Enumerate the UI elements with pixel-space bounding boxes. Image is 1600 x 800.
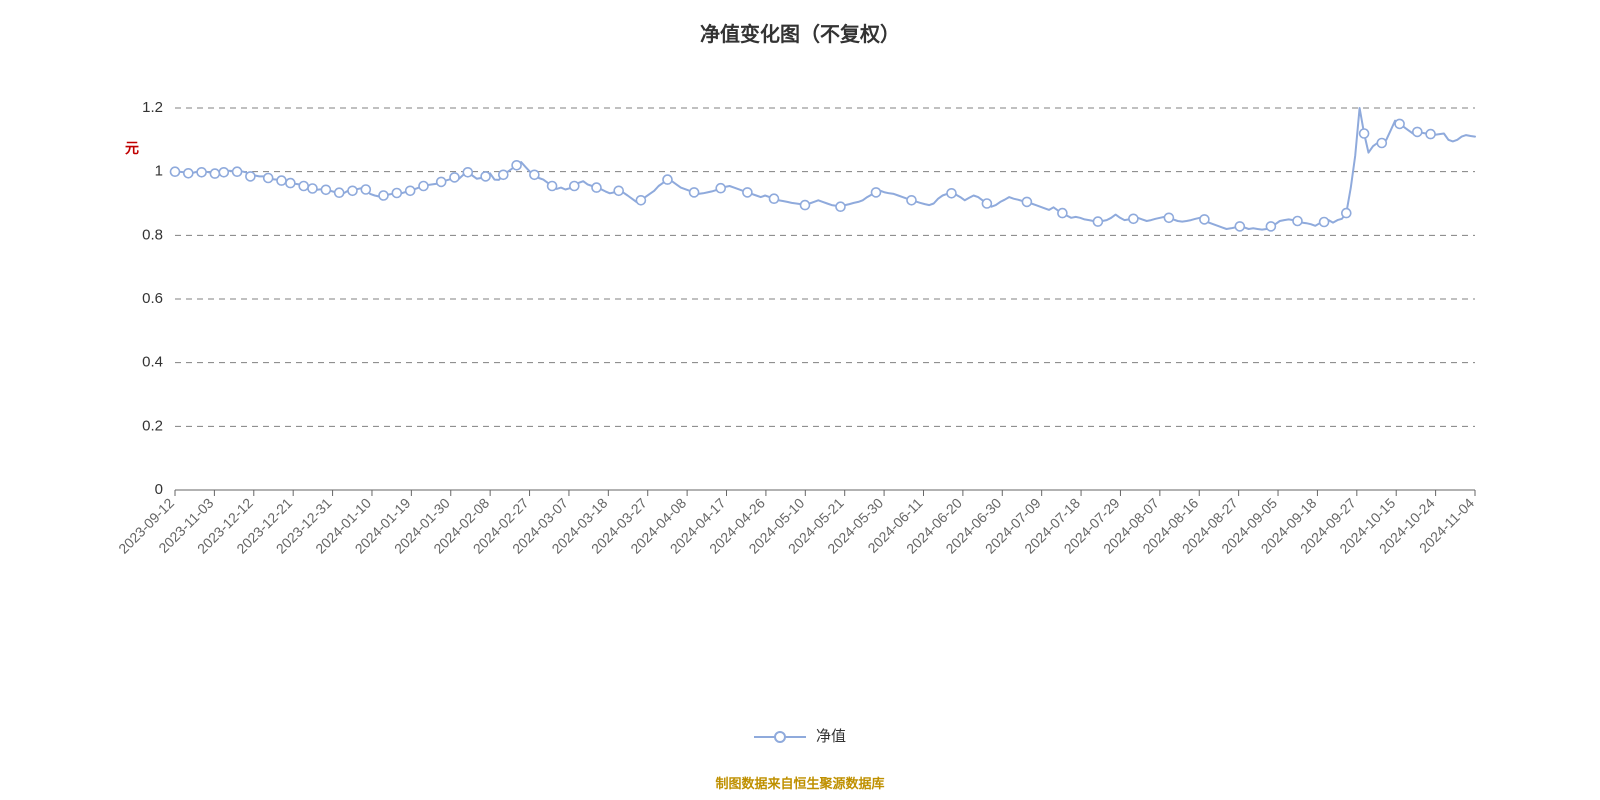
credit-line: 制图数据来自恒生聚源数据库 bbox=[0, 773, 1600, 792]
data-marker bbox=[1129, 214, 1138, 223]
data-marker bbox=[499, 170, 508, 179]
data-marker bbox=[219, 168, 228, 177]
data-marker bbox=[1342, 209, 1351, 218]
data-marker bbox=[1395, 119, 1404, 128]
data-marker bbox=[277, 176, 286, 185]
data-marker bbox=[308, 184, 317, 193]
data-marker bbox=[184, 169, 193, 178]
data-marker bbox=[636, 196, 645, 205]
data-marker bbox=[690, 188, 699, 197]
legend-label: 净值 bbox=[816, 728, 846, 745]
data-marker bbox=[348, 186, 357, 195]
data-marker bbox=[1426, 130, 1435, 139]
data-marker bbox=[614, 186, 623, 195]
data-marker bbox=[836, 202, 845, 211]
data-marker bbox=[1320, 218, 1329, 227]
data-marker bbox=[264, 174, 273, 183]
data-marker bbox=[743, 188, 752, 197]
data-marker bbox=[197, 168, 206, 177]
data-marker bbox=[512, 161, 521, 170]
nav-chart: 00.20.40.60.811.22023-09-122023-11-03202… bbox=[0, 0, 1600, 800]
data-marker bbox=[437, 177, 446, 186]
data-marker bbox=[233, 167, 242, 176]
data-marker bbox=[379, 191, 388, 200]
data-marker bbox=[361, 185, 370, 194]
data-marker bbox=[335, 188, 344, 197]
data-marker bbox=[982, 199, 991, 208]
ytick-label: 0.2 bbox=[142, 417, 163, 434]
data-marker bbox=[171, 167, 180, 176]
data-marker bbox=[1266, 222, 1275, 231]
data-marker bbox=[592, 183, 601, 192]
legend-marker bbox=[754, 730, 806, 744]
data-marker bbox=[716, 184, 725, 193]
data-marker bbox=[663, 175, 672, 184]
data-marker bbox=[286, 179, 295, 188]
legend: 净值 bbox=[0, 725, 1600, 746]
data-marker bbox=[1093, 217, 1102, 226]
data-marker bbox=[907, 196, 916, 205]
data-marker bbox=[321, 185, 330, 194]
data-marker bbox=[1360, 129, 1369, 138]
data-marker bbox=[1235, 222, 1244, 231]
data-marker bbox=[548, 182, 557, 191]
ytick-label: 0 bbox=[155, 481, 163, 498]
data-marker bbox=[1413, 127, 1422, 136]
data-marker bbox=[419, 182, 428, 191]
data-marker bbox=[801, 201, 810, 210]
ytick-label: 0.6 bbox=[142, 290, 163, 307]
data-marker bbox=[481, 172, 490, 181]
data-marker bbox=[1058, 209, 1067, 218]
nav-line bbox=[175, 108, 1475, 230]
ytick-label: 0.8 bbox=[142, 226, 163, 243]
ytick-label: 0.4 bbox=[142, 354, 163, 371]
data-marker bbox=[1293, 217, 1302, 226]
data-marker bbox=[770, 194, 779, 203]
data-marker bbox=[406, 186, 415, 195]
ytick-label: 1.2 bbox=[142, 99, 163, 116]
data-marker bbox=[246, 172, 255, 181]
data-marker bbox=[1022, 197, 1031, 206]
ytick-label: 1 bbox=[155, 163, 163, 180]
data-marker bbox=[392, 189, 401, 198]
data-marker bbox=[1377, 139, 1386, 148]
data-marker bbox=[463, 168, 472, 177]
data-marker bbox=[450, 173, 459, 182]
data-marker bbox=[210, 169, 219, 178]
data-marker bbox=[299, 182, 308, 191]
data-marker bbox=[1200, 215, 1209, 224]
data-marker bbox=[872, 188, 881, 197]
data-marker bbox=[530, 170, 539, 179]
data-marker bbox=[1164, 213, 1173, 222]
data-marker bbox=[947, 189, 956, 198]
data-marker bbox=[570, 182, 579, 191]
